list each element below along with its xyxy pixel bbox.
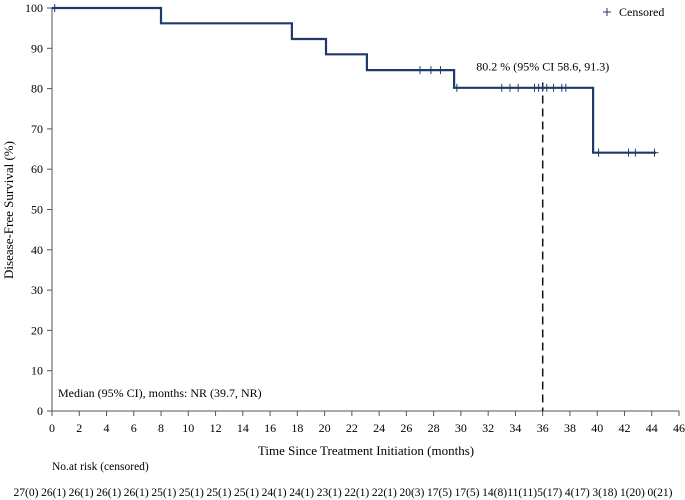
risk-value: 24(1) [262,487,287,499]
censor-mark [594,148,603,157]
risk-value: 1(20) [620,487,645,499]
censor-mark [542,83,551,92]
y-tick-label-0: 0 [37,404,43,418]
y-tick-label-60: 60 [31,162,43,176]
risk-value: 22(1) [372,487,397,499]
x-tick-label-4: 4 [104,421,110,435]
censor-mark [624,148,633,157]
x-tick-label-40: 40 [591,421,603,435]
risk-value: 17(5) [427,487,452,499]
risk-value: 20(3) [399,487,424,499]
x-tick-label-44: 44 [646,421,658,435]
x-tick-label-24: 24 [373,421,385,435]
censor-marks [50,4,659,157]
censor-mark [631,148,640,157]
risk-value: 26(1) [69,487,94,499]
censor-mark [650,148,659,157]
x-tick-label-30: 30 [455,421,467,435]
legend: Censored [603,5,664,19]
x-tick-label-10: 10 [182,421,194,435]
risk-value: 25(1) [179,487,204,499]
risk-value: 11(11) [507,487,537,499]
risk-value: 14(8) [482,487,507,499]
risk-value: 22(1) [344,487,369,499]
risk-value: 25(1) [151,487,176,499]
risk-table-values: 27(0) 26(1) 26(1) 26(1) 26(1) 25(1) 25(1) 25(1)… [14,487,673,499]
x-tick-label-26: 26 [400,421,412,435]
y-tick-label-40: 40 [31,243,43,257]
censor-mark [50,4,59,12]
risk-value: 4(17) [565,487,590,499]
x-tick-label-16: 16 [264,421,276,435]
legend-censored-label: Censored [619,5,664,19]
risk-table-title: No.at risk (censored) [52,461,149,473]
y-tick-label-10: 10 [31,364,43,378]
x-tick-label-18: 18 [291,421,303,435]
x-tick-label-42: 42 [618,421,630,435]
risk-value: 26(1) [41,487,66,499]
x-tick-label-32: 32 [482,421,494,435]
y-tick-label-80: 80 [31,82,43,96]
y-tick-label-30: 30 [31,283,43,297]
x-tick-label-14: 14 [237,421,249,435]
censor-mark [561,83,570,92]
y-axis-ticks: 0 10 20 30 40 50 60 70 80 90 100 [25,1,52,418]
x-tick-label-46: 46 [673,421,685,435]
y-tick-label-70: 70 [31,122,43,136]
x-tick-label-22: 22 [346,421,358,435]
censor-mark [452,83,461,92]
censor-mark [436,66,445,75]
y-tick-label-90: 90 [31,41,43,55]
x-tick-label-0: 0 [49,421,55,435]
y-tick-label-20: 20 [31,323,43,337]
x-axis-ticks: 0 2 4 6 8 10 12 14 16 18 20 22 24 26 28 30 32 34 36 38 40 42 4… [49,411,685,435]
censor-mark [426,66,435,75]
y-tick-label-50: 50 [31,203,43,217]
x-tick-label-8: 8 [158,421,164,435]
x-tick-label-6: 6 [131,421,137,435]
censor-mark [549,83,558,92]
risk-value: 5(17) [537,487,562,499]
survival-step-line [52,6,656,154]
censor-mark [416,66,425,75]
censor-mark [514,83,523,92]
risk-value: 26(1) [124,487,149,499]
risk-value: 3(18) [592,487,617,499]
risk-value: 26(1) [96,487,121,499]
x-tick-label-34: 34 [509,421,521,435]
y-tick-label-100: 100 [25,1,43,15]
y-axis-title: Disease-Free Survival (%) [1,141,16,279]
x-tick-label-38: 38 [564,421,576,435]
legend-censored-marker [603,8,611,16]
x-tick-label-2: 2 [76,421,82,435]
x-tick-label-12: 12 [210,421,222,435]
survival-curve [52,6,656,154]
x-tick-label-36: 36 [537,421,549,435]
censor-mark [497,83,506,92]
landmark-annotation: 80.2 % (95% CI 58.6, 91.3) [476,59,609,73]
median-text: Median (95% CI), months: NR (39.7, NR) [58,386,262,400]
x-axis-title: Time Since Treatment Initiation (months) [258,443,474,458]
risk-value: 23(1) [317,487,342,499]
x-tick-label-20: 20 [319,421,331,435]
risk-value: 17(5) [455,487,480,499]
censor-mark [505,83,514,92]
risk-value: 0(21) [648,487,673,499]
risk-value: 25(1) [206,487,231,499]
x-tick-label-28: 28 [428,421,440,435]
risk-value: 25(1) [234,487,259,499]
risk-value: 24(1) [289,487,314,499]
risk-value: 27(0) [14,487,39,499]
